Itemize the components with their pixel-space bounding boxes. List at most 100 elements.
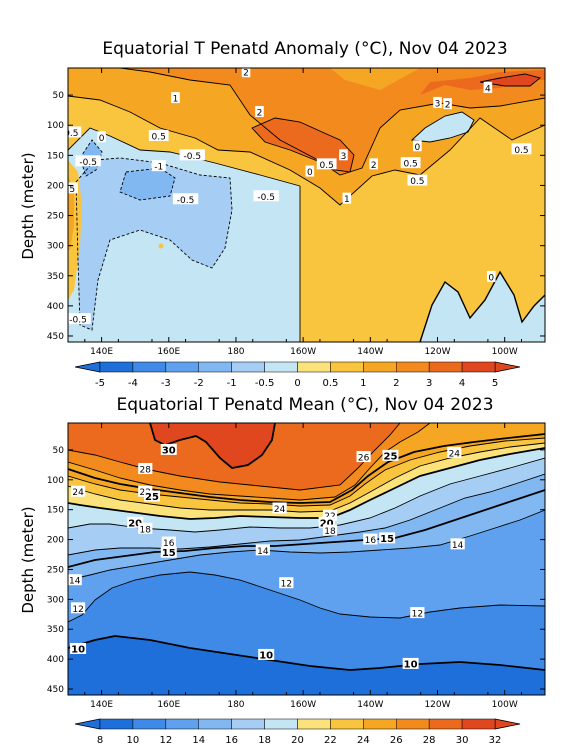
contour-label-text: 0.5 [64,129,78,139]
contour-label-text: 0.5 [514,146,528,156]
contour-label: -0.5 [75,155,101,168]
contour-label-box [171,92,180,104]
anomaly-region-west-warm2 [68,176,74,250]
contour-label: 20 [318,516,335,529]
contour-label-box [318,516,335,528]
contour-label-box [382,449,399,461]
contour-label-text: 4 [485,84,491,94]
contour-label-text: 1 [344,195,350,205]
colorbar-swatch [264,718,298,730]
contour-label-box [402,657,419,669]
x-tick-label: 100W [492,700,518,710]
colorbar-swatch [198,718,232,730]
contour-label-box [486,270,496,282]
anomaly-axes: 140E 160E 180 160W 140W 120W 100W5010015020025… [47,68,545,357]
contour-label-box [68,182,78,194]
colorbar-swatch [396,718,430,730]
contour-label: -0.5 [253,190,279,203]
contour-label: 20 [127,516,144,529]
anomaly-region-neg1b [120,168,175,200]
contour-label: 30 [160,443,177,456]
colorbar-label: 1 [360,378,366,389]
contour-label-box [342,192,352,204]
contour-label-text: 24 [72,488,84,498]
colorbar-label: -1 [227,378,237,389]
contour-label: 25 [382,449,399,462]
contour-label-box [305,165,315,177]
contour-label-box [407,174,428,186]
x-tick-label: 180 [227,700,244,710]
contour-label-box [68,313,91,325]
colorbar-swatch [363,718,397,730]
y-tick-label: 150 [47,151,64,161]
mean-y-axis-label: Depth (meter) [19,506,37,613]
contour-label-text: 12 [412,610,423,620]
contour-label: 0.5 [511,143,532,156]
x-tick-label: 140E [90,700,113,710]
contour-label-box [279,577,294,589]
contour-label: 4 [483,81,493,94]
contour-label-text: 15 [380,534,394,545]
contour-label: 28 [138,463,153,476]
contour-label-text: 16 [365,536,377,546]
contour-label-text: 12 [72,605,83,615]
colorbar-label: 26 [390,735,403,746]
colorbar-swatch [297,361,331,373]
anomaly-plot-frame [67,67,546,343]
colorbar-label: 5 [492,378,498,389]
contour-label-box [322,524,338,536]
colorbar-label: -2 [194,378,204,389]
y-tick-label: 300 [47,595,64,605]
contour-label-text: 0 [488,273,494,283]
colorbar-label: -0.5 [255,378,275,389]
y-tick-label: 400 [47,655,64,665]
colorbar-swatch [428,718,463,730]
colorbar-label: 16 [225,735,238,746]
contour-label-box [179,149,205,161]
colorbar-label: 22 [324,735,337,746]
contour-label: 10 [402,657,419,670]
contour-label: 0.5 [407,174,428,187]
colorbar-label: 12 [159,735,172,746]
colorbar-swatch [165,361,199,373]
mean-plot-frame [67,422,546,696]
y-tick-label: 50 [53,91,65,101]
contour-label: 15 [160,546,177,559]
contour-label: -0.5 [68,313,91,326]
contour-label-box [410,607,425,619]
colorbar-label: 0 [294,378,300,389]
colorbar-label: 2 [393,378,399,389]
contour-label: 2 [255,105,264,118]
contour-label-text: -0.5 [79,158,97,168]
x-tick-label: 160E [157,347,180,357]
contour-label: 18 [322,524,338,537]
contour-label-box [369,158,378,170]
colorbar-swatch [330,361,364,373]
contour-label-text: 14 [69,577,81,587]
anomaly-chart-title: Equatorial T Penatd Anomaly (°C), Nov 04… [102,39,507,59]
mean-region-30-32 [150,423,275,468]
x-tick-label: 140W [357,700,383,710]
contour-label: 0 [486,270,496,283]
contour-label: 24 [70,485,86,498]
contour-label-text: 18 [140,525,152,535]
contour-label-box [160,443,177,455]
contour-label-text: 16 [163,539,175,549]
colorbar-label: 8 [97,735,103,746]
contour-label-box [450,538,465,550]
contour-label-text: 1 [173,95,179,105]
contour-label-text: 0 [307,168,313,178]
colorbar-swatch [132,361,167,373]
contour-label-box [70,485,86,497]
contour-label: 26 [356,451,371,464]
y-tick-label: 150 [47,506,64,516]
contour-label: 0.5 [148,130,169,143]
contour-label: 24 [272,502,287,515]
colorbar-swatch [198,361,232,373]
y-tick-label: 50 [53,446,65,456]
colorbar-swatch [461,361,496,373]
contour-label-box [433,96,442,108]
y-tick-label: 400 [47,302,64,312]
contour-label-box [68,574,82,586]
mean-colorbar: 8 10 12 14 16 18 20 22 24 26 28 30 32 [74,718,521,746]
